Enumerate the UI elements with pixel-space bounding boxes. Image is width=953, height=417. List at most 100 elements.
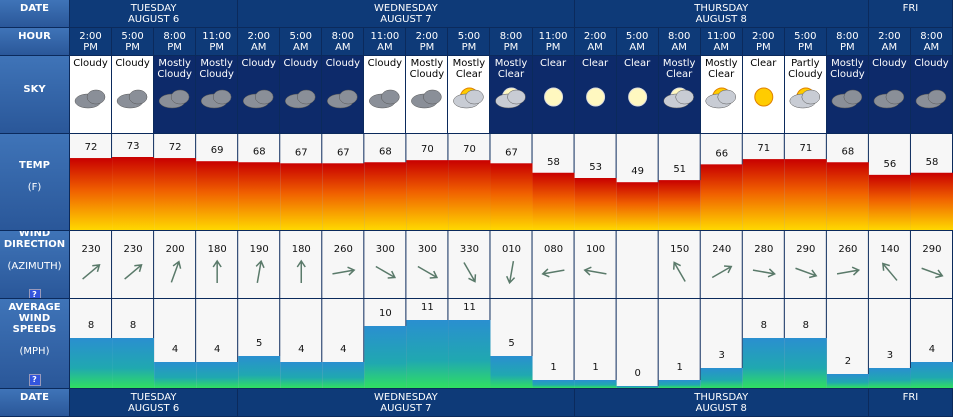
hour-ampm: AM [335, 42, 351, 53]
wind-speed-bar [616, 386, 659, 388]
wind-direction-label: 140 [880, 244, 899, 255]
temp-label: 73 [127, 141, 140, 152]
temp-label: 67 [295, 147, 308, 158]
temp-label: 58 [547, 157, 560, 168]
temp-bar [868, 174, 911, 230]
wind-arrow [921, 267, 944, 279]
wind-direction-label: 290 [796, 244, 815, 255]
wind-direction-label: 230 [124, 244, 143, 255]
wind-arrow [711, 265, 733, 279]
wind-speed-bar [364, 326, 407, 388]
help-icon[interactable]: ? [28, 373, 41, 386]
hour-time: 2:00 [79, 31, 102, 42]
wind-direction-label: 180 [208, 244, 227, 255]
sky-icon [86, 89, 106, 105]
help-icon[interactable]: ? [28, 289, 41, 298]
hour-label: HOUR [0, 28, 70, 56]
sky-text: Cloudy [367, 58, 403, 69]
wind-arrow [212, 259, 222, 283]
wind-speed-bar [406, 320, 449, 388]
temp-label: 72 [85, 142, 98, 153]
temp-bar [364, 162, 407, 230]
wind-speed-bar [700, 368, 743, 388]
sky-text: Mostly Clear [494, 58, 528, 80]
temp-label: 70 [463, 144, 476, 155]
hour-time: 8:00 [163, 31, 186, 42]
sky-icon [885, 89, 905, 105]
hour-time: 8:00 [667, 31, 691, 42]
sky-text: Mostly Cloudy [409, 58, 445, 80]
wind-speed-bar [868, 368, 911, 388]
hour-ampm: AM [377, 42, 393, 53]
sky-text: Mostly Clear [704, 58, 738, 80]
row-label: (F) [27, 182, 42, 193]
hour-ampm: AM [923, 42, 940, 53]
temp-label: 69 [211, 145, 224, 156]
sky-text: Mostly Cloudy [199, 58, 234, 80]
hour-ampm: AM [881, 42, 898, 53]
temp-bar [154, 158, 197, 230]
row-label: WIND DIRECTION [3, 231, 66, 250]
cell-bg [826, 231, 868, 298]
cell-bg [616, 299, 658, 388]
wind-direction-label: 290 [922, 244, 941, 255]
hour-header: 8:00 PM [490, 28, 533, 56]
temp-label: 72 [169, 142, 182, 153]
temp-bar [238, 162, 281, 230]
cell-bg [490, 231, 532, 298]
temp-bar [826, 162, 869, 230]
temp-label: 71 [757, 143, 770, 154]
wind-speed-bar [70, 338, 113, 388]
sky-text: Cloudy [73, 58, 108, 69]
sky-icon [423, 89, 442, 105]
hour-header: 11:00 PM [532, 28, 575, 56]
hour-time: 2:00 [878, 31, 901, 42]
temp-label: 53 [589, 162, 602, 173]
wind-speed-label: 8 [803, 320, 809, 331]
temp-bar [658, 180, 701, 230]
temp-bar [574, 178, 617, 230]
hour-ampm: PM [167, 42, 182, 53]
cell-bg [532, 299, 574, 388]
sky-icon [544, 87, 564, 107]
wind-direction-label: 230 [81, 244, 100, 255]
sky-text: Clear [582, 58, 609, 69]
hour-time: 8:00 [499, 31, 523, 42]
cell-bg [112, 231, 154, 298]
wind-arrow [124, 264, 143, 280]
sky-text: Clear [624, 58, 651, 69]
temp-bar [70, 158, 113, 230]
hour-header: 11:00 AM [364, 28, 407, 56]
sky-text: Cloudy [914, 58, 949, 69]
cell-bg [616, 231, 658, 298]
hour-header: 8:00 PM [154, 28, 197, 56]
day: FRI [902, 392, 919, 403]
wind-speed-label: 1 [677, 362, 683, 373]
sky-icon [717, 89, 736, 105]
row-label: AVERAGE WIND SPEEDS [8, 301, 61, 335]
sky-text: Clear [750, 58, 777, 69]
wind-speed-label: 1 [592, 362, 598, 373]
date-label: DATE [0, 0, 70, 28]
row-label: (AZIMUTH) [7, 261, 62, 272]
temp-bar [448, 160, 491, 230]
wind-speed-label: 11 [421, 302, 434, 313]
hour-ampm: PM [840, 42, 855, 53]
row-label: (MPH) [19, 345, 50, 357]
date-header: TUESDAY AUGUST 6 [70, 0, 239, 28]
wind-speed-label: 5 [508, 338, 514, 349]
hour-ampm: PM [545, 42, 561, 53]
hour-header: 5:00 PM [448, 28, 491, 56]
sky-icon [801, 89, 821, 105]
wind-direction-label: 180 [292, 244, 311, 255]
wind-direction-label: 280 [754, 244, 773, 255]
cell-bg [784, 231, 826, 298]
hour-time: 5:00 [457, 31, 481, 42]
hour-time: 5:00 [121, 31, 144, 42]
wind-direction-label: WIND DIRECTION (AZIMUTH)? [0, 231, 70, 299]
date-header: THURSDAY AUGUST 8 [574, 0, 869, 28]
wind-arrow [752, 268, 776, 278]
cell-bg [70, 231, 112, 298]
hour-ampm: AM [587, 42, 603, 53]
